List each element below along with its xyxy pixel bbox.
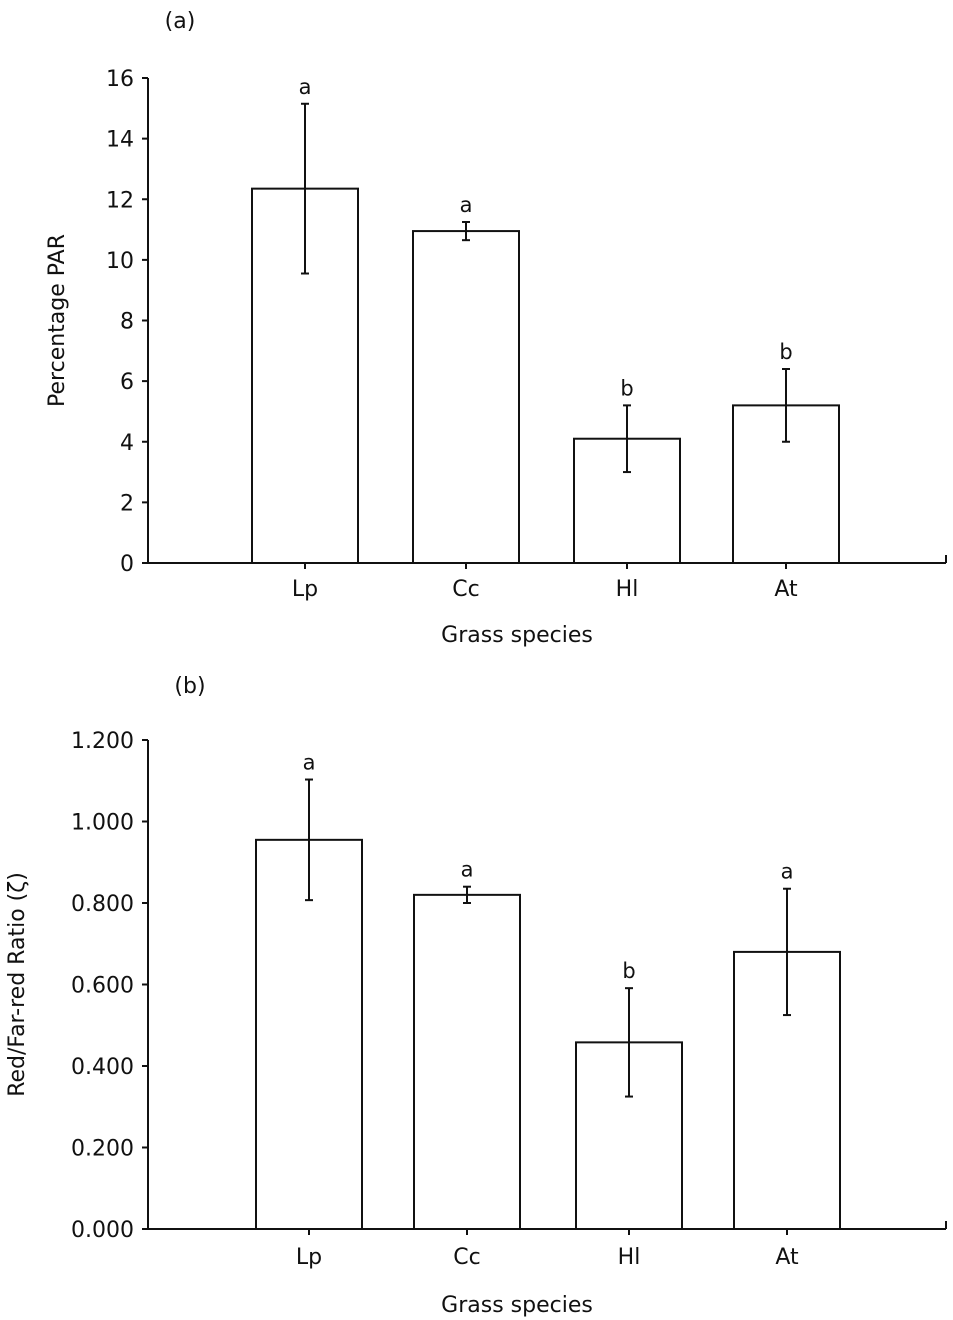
y-tick-label: 0.800 <box>71 892 134 917</box>
y-tick-label: 12 <box>106 188 134 213</box>
x-tick-label: Lp <box>296 1245 322 1270</box>
significance-label: a <box>781 860 794 884</box>
y-tick-label: 14 <box>106 128 134 153</box>
x-tick-label: Cc <box>452 577 479 602</box>
y-tick-label: 0.000 <box>71 1218 134 1243</box>
x-tick-label: At <box>774 577 798 602</box>
x-tick-label: Hl <box>618 1245 641 1270</box>
x-axis-title: Grass species <box>441 623 593 648</box>
y-tick-label: 4 <box>120 431 134 456</box>
significance-label: a <box>461 858 474 882</box>
x-tick-label: Hl <box>616 577 639 602</box>
y-tick-label: 1.200 <box>71 729 134 754</box>
significance-label: a <box>299 75 312 99</box>
significance-label: b <box>620 376 633 400</box>
y-tick-label: 0.200 <box>71 1137 134 1162</box>
y-tick-label: 0.400 <box>71 1055 134 1080</box>
y-tick-label: 16 <box>106 67 134 92</box>
significance-label: b <box>779 340 792 364</box>
bar <box>255 838 363 1231</box>
x-tick-label: Lp <box>292 577 318 602</box>
x-axis-title: Grass species <box>441 1293 593 1318</box>
y-tick-label: 0 <box>120 552 134 577</box>
y-tick-label: 2 <box>120 491 134 516</box>
bar <box>412 230 520 564</box>
x-tick-label: At <box>775 1245 799 1270</box>
y-axis-title: Percentage PAR <box>45 234 70 407</box>
y-tick-label: 10 <box>106 249 134 274</box>
significance-label: a <box>460 193 473 217</box>
y-tick-label: 6 <box>120 370 134 395</box>
significance-label: a <box>303 751 316 775</box>
x-tick-label: Cc <box>453 1245 480 1270</box>
y-axis-title: Red/Far-red Ratio (ζ) <box>5 872 30 1097</box>
y-tick-label: 1.000 <box>71 811 134 836</box>
panel-label: (a) <box>165 9 196 34</box>
y-tick-label: 8 <box>120 310 134 335</box>
y-tick-label: 0.600 <box>71 974 134 999</box>
bar <box>413 893 521 1230</box>
panel-label: (b) <box>174 674 205 699</box>
significance-label: b <box>622 959 635 983</box>
